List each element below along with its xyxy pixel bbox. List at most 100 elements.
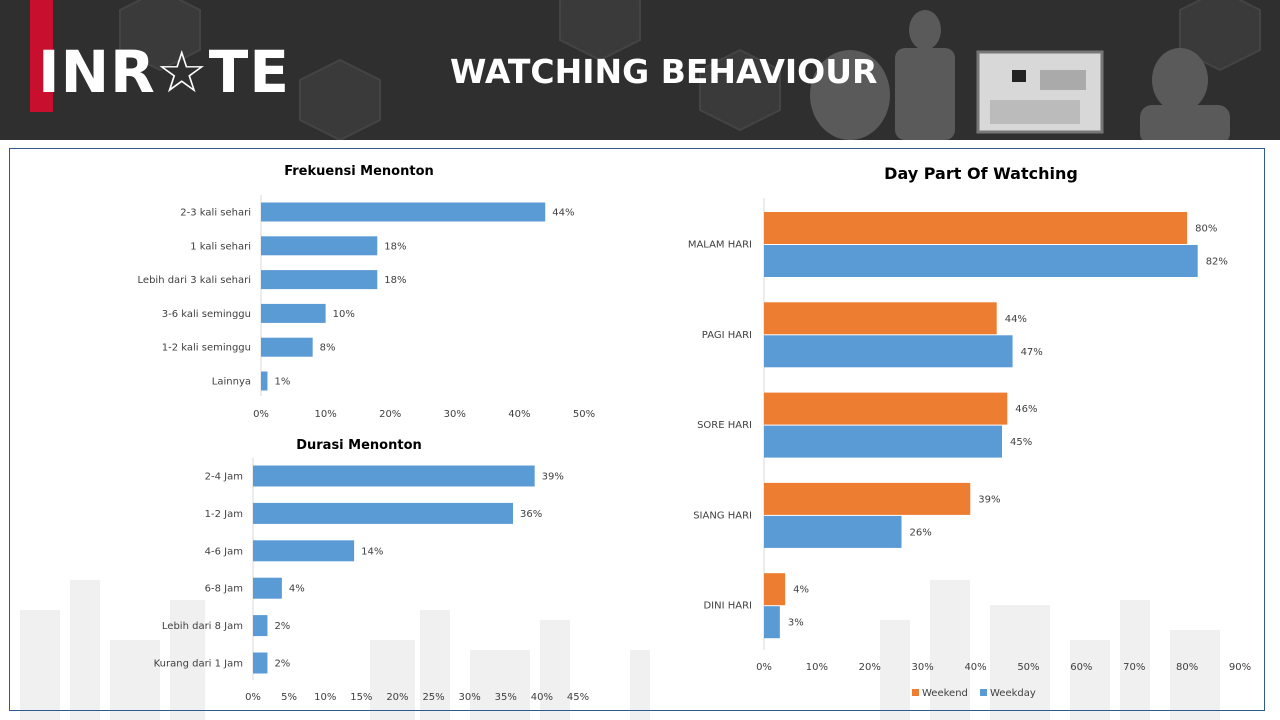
chart-2-category-label: PAGI HARI (702, 330, 752, 341)
chart-2-category-label: DINI HARI (703, 601, 752, 612)
chart-1-data-label: 2% (274, 621, 290, 632)
header-banner: INR☆TE WATCHING BEHAVIOUR (0, 0, 1280, 140)
chart-0-data-label: 1% (274, 377, 290, 388)
chart-1-category-label: Lebih dari 8 Jam (162, 621, 243, 632)
chart-1-x-tick-label: 45% (567, 692, 589, 703)
chart-2-category-label: SORE HARI (697, 420, 752, 431)
chart-1-bar (253, 465, 535, 487)
chart-2-data-label-weekend: 44% (1005, 314, 1027, 325)
chart-2-x-tick-label: 30% (912, 662, 934, 673)
chart-2-category-label: MALAM HARI (688, 240, 752, 251)
chart-2-bar-weekend (764, 302, 997, 335)
chart-1-bar (253, 652, 268, 674)
chart-2-x-tick-label: 0% (756, 662, 772, 673)
chart-1-data-label: 39% (542, 472, 564, 483)
chart-2-bar-weekend (764, 573, 786, 606)
chart-1-x-tick-label: 5% (281, 692, 297, 703)
chart-1-category-label: Kurang dari 1 Jam (154, 659, 243, 670)
chart-1-data-label: 14% (361, 546, 383, 557)
header-background-photo (119, 0, 1261, 140)
chart-2-data-label-weekend: 46% (1015, 404, 1037, 415)
chart-1-x-tick-label: 35% (495, 692, 517, 703)
chart-1-x-tick-label: 20% (386, 692, 408, 703)
chart-0-category-label: Lebih dari 3 kali sehari (138, 275, 251, 286)
chart-0-category-label: 2-3 kali sehari (180, 208, 251, 219)
chart-2-data-label-weekday: 3% (788, 618, 804, 629)
chart-1-bar (253, 502, 513, 524)
legend-label-weekend: Weekend (922, 688, 968, 699)
chart-1-x-tick-label: 40% (531, 692, 553, 703)
legend-swatch-weekend (912, 689, 919, 696)
chart-1-x-tick-label: 30% (459, 692, 481, 703)
chart-0-bar (261, 303, 326, 323)
chart-2-x-tick-label: 70% (1123, 662, 1145, 673)
chart-0-x-tick-label: 0% (253, 409, 269, 420)
chart-2-x-tick-label: 90% (1229, 662, 1251, 673)
chart-0-data-label: 18% (384, 275, 406, 286)
chart-2-data-label-weekend: 80% (1195, 224, 1217, 235)
chart-2-bar-weekday (764, 425, 1002, 458)
chart-2-bar-weekday (764, 606, 780, 639)
chart-0-category-label: Lainnya (212, 377, 251, 388)
chart-0-x-tick-label: 10% (314, 409, 336, 420)
chart-0-x-tick-label: 50% (573, 409, 595, 420)
content-frame (9, 148, 1265, 711)
chart-2-x-tick-label: 40% (964, 662, 986, 673)
chart-2-data-label-weekday: 26% (910, 527, 932, 538)
chart-1-data-label: 36% (520, 509, 542, 520)
page-title: WATCHING BEHAVIOUR (450, 52, 878, 91)
chart-2-data-label-weekday: 47% (1021, 347, 1043, 358)
chart-2-category-label: SIANG HARI (693, 510, 752, 521)
chart-2-data-label-weekday: 82% (1206, 257, 1228, 268)
chart-0-bar (261, 371, 268, 391)
chart-0-category-label: 1-2 kali seminggu (162, 343, 251, 354)
chart-0-bar (261, 337, 313, 357)
chart-0-title: Frekuensi Menonton (284, 164, 434, 179)
chart-1-title: Durasi Menonton (296, 438, 422, 453)
chart-0-bar (261, 236, 378, 256)
chart-2-bar-weekday (764, 245, 1198, 277)
chart-2-title: Day Part Of Watching (884, 164, 1078, 183)
chart-0-data-label: 44% (552, 208, 574, 219)
city-skyline-background (20, 580, 1220, 720)
chart-2-bar-weekend (764, 212, 1188, 244)
chart-2-data-label-weekend: 39% (978, 494, 1000, 505)
chart-1-x-tick-label: 15% (350, 692, 372, 703)
chart-2-bar-weekday (764, 335, 1013, 368)
legend-label-weekday: Weekday (990, 688, 1036, 699)
chart-2-x-tick-label: 20% (859, 662, 881, 673)
chart-0-x-tick-label: 30% (444, 409, 466, 420)
legend-swatch-weekday (980, 689, 987, 696)
chart-1-category-label: 1-2 Jam (205, 509, 243, 520)
chart-2-data-label-weekday: 45% (1010, 437, 1032, 448)
chart-0-x-tick-label: 40% (508, 409, 530, 420)
chart-1-bar (253, 540, 355, 562)
brand-logo: INR☆TE (38, 38, 290, 106)
logo-red-bar (30, 0, 53, 112)
chart-2-x-tick-label: 50% (1017, 662, 1039, 673)
chart-0-data-label: 8% (320, 343, 336, 354)
chart-1-category-label: 4-6 Jam (205, 546, 243, 557)
chart-1-x-tick-label: 25% (422, 692, 444, 703)
chart-1-category-label: 6-8 Jam (205, 584, 243, 595)
chart-1-data-label: 4% (289, 584, 305, 595)
chart-2-data-label-weekend: 4% (793, 585, 809, 596)
chart-0-category-label: 1 kali sehari (190, 241, 251, 252)
chart-0-bar (261, 202, 546, 222)
chart-2-bar-weekend (764, 392, 1008, 425)
chart-0-data-label: 10% (333, 309, 355, 320)
chart-2-x-tick-label: 60% (1070, 662, 1092, 673)
chart-2-x-tick-label: 80% (1176, 662, 1198, 673)
chart-1-category-label: 2-4 Jam (205, 472, 243, 483)
chart-1-x-tick-label: 0% (245, 692, 261, 703)
chart-2-x-tick-label: 10% (806, 662, 828, 673)
chart-1-bar (253, 577, 282, 599)
chart-1-bar (253, 615, 268, 637)
chart-0-bar (261, 270, 378, 290)
chart-0-x-tick-label: 20% (379, 409, 401, 420)
chart-0-category-label: 3-6 kali seminggu (162, 309, 251, 320)
chart-2-bar-weekend (764, 482, 971, 515)
chart-1-x-tick-label: 10% (314, 692, 336, 703)
chart-2-bar-weekday (764, 515, 902, 548)
